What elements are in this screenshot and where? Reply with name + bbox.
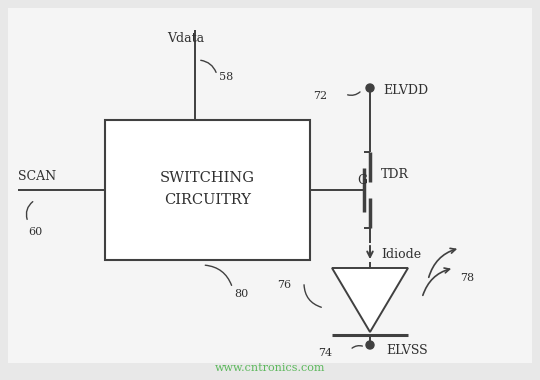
Text: 80: 80 bbox=[234, 289, 249, 299]
Text: CIRCUITRY: CIRCUITRY bbox=[164, 193, 251, 207]
Text: SWITCHING: SWITCHING bbox=[160, 171, 255, 185]
Text: 60: 60 bbox=[28, 227, 42, 237]
Text: 72: 72 bbox=[313, 91, 327, 101]
Text: Vdata: Vdata bbox=[167, 32, 204, 44]
Text: 58: 58 bbox=[219, 72, 233, 82]
Text: 76: 76 bbox=[277, 280, 291, 290]
Text: 78: 78 bbox=[460, 273, 474, 283]
Text: SCAN: SCAN bbox=[18, 169, 56, 182]
Text: ELVSS: ELVSS bbox=[386, 345, 428, 358]
Text: TDR: TDR bbox=[381, 168, 409, 182]
Bar bbox=[105, 120, 310, 260]
Text: Idiode: Idiode bbox=[381, 249, 421, 261]
Text: G: G bbox=[357, 174, 367, 187]
Circle shape bbox=[366, 84, 374, 92]
Text: 74: 74 bbox=[318, 348, 332, 358]
Text: ELVDD: ELVDD bbox=[383, 84, 428, 97]
Circle shape bbox=[366, 341, 374, 349]
Text: www.cntronics.com: www.cntronics.com bbox=[215, 363, 325, 373]
Polygon shape bbox=[332, 268, 408, 332]
